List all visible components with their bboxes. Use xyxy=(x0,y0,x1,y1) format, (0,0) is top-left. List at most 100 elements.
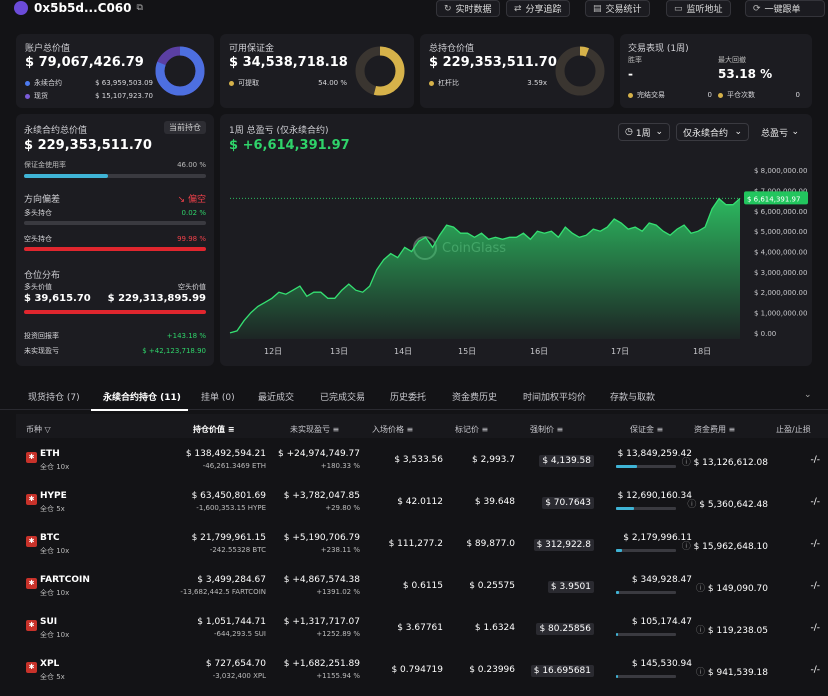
sort-icon: ≡ xyxy=(728,425,736,434)
active-tab-underline xyxy=(91,409,188,411)
period-select[interactable]: ◷ 1周 ⌄ xyxy=(618,123,670,141)
account-value: $ 79,067,426.79 xyxy=(25,55,144,70)
stats-icon: ▤ xyxy=(593,3,602,14)
leverage: 全仓 10x xyxy=(40,547,70,555)
tab-perp[interactable]: 永续合约持仓 (11) xyxy=(103,393,181,403)
col-funding[interactable]: 资金费用 ≡ xyxy=(694,424,735,435)
col-value[interactable]: 持仓价值 ≡ xyxy=(193,424,235,435)
margin: $ 13,849,259.42 xyxy=(617,449,692,459)
col-upnl[interactable]: 未实现盈亏 ≡ xyxy=(290,424,339,435)
entry-price: $ 3.67761 xyxy=(397,623,443,633)
y-tick-label: $ 1,000,000.00 xyxy=(754,310,807,318)
tab-funding-history[interactable]: 资金费历史 xyxy=(452,393,498,403)
liq-price: $ 16.695681 xyxy=(530,665,594,677)
scope-select[interactable]: 仅永续合约 ⌄ xyxy=(676,123,749,141)
table-row[interactable]: ✱ BTC 全仓 10x $ 21,799,961.15 -242.55328 BTC $… xyxy=(16,528,828,570)
refresh-icon: ↻ xyxy=(444,3,452,14)
tab-twap[interactable]: 时间加权平均价 xyxy=(523,393,587,403)
col-margin[interactable]: 保证金 ≡ xyxy=(630,424,663,435)
card-label: 可用保证金 xyxy=(229,44,275,54)
table-row[interactable]: ✱ HYPE 全仓 5x $ 63,450,801.69 -1,600,353.15 H… xyxy=(16,486,828,528)
direction-row: 方向偏差 ↘ 偏空 xyxy=(24,192,206,205)
close-dot xyxy=(718,92,723,98)
current-holdings-tag[interactable]: 当前持仓 xyxy=(164,121,206,134)
col-entry[interactable]: 入场价格 ≡ xyxy=(372,424,413,435)
watch-address-button[interactable]: ▭ 监听地址 xyxy=(666,0,731,17)
account-value-card: 账户总价值 $ 79,067,426.79 永续合约 $ 63,959,503.0… xyxy=(16,34,214,108)
margin-donut xyxy=(355,46,405,96)
table-row[interactable]: ✱ ETH 全仓 10x $ 138,492,594.21 -46,261.3469 E… xyxy=(16,444,828,486)
performance-card: 交易表现 (1周) 胜率 - 最大回撤 53.18 % 完结交易 0 平仓次数 0 xyxy=(620,34,812,108)
unrealized-pnl: $ +4,867,574.38 xyxy=(283,575,360,585)
coin-name: BTC xyxy=(40,533,60,543)
sort-icon: ≡ xyxy=(656,425,664,434)
clock-icon: ◷ xyxy=(625,127,633,137)
position-value: $ 727,654.70 xyxy=(205,659,266,669)
trade-stats-button[interactable]: ▤ 交易统计 xyxy=(585,0,650,17)
tp-sl: -/- xyxy=(810,581,820,591)
realtime-data-button[interactable]: ↻ 实时数据 xyxy=(436,0,500,17)
entry-price: $ 111,277.2 xyxy=(388,539,443,549)
account-donut-fill xyxy=(155,46,205,96)
margin-bar-fill xyxy=(616,675,619,678)
perp-row: 永续合约 $ 63,959,503.09 xyxy=(25,78,153,88)
collapse-chevron-icon[interactable]: ⌄ xyxy=(804,390,812,400)
funding-fee: ⓘ $ 119,238.05 xyxy=(696,623,768,636)
tab-recent-fills[interactable]: 最近成交 xyxy=(258,393,295,403)
tab-orders[interactable]: 挂单 (0) xyxy=(201,393,235,403)
info-icon: ⓘ xyxy=(687,500,700,510)
sort-icon: ≡ xyxy=(227,425,235,434)
position-value: $ 21,799,961.15 xyxy=(191,533,266,543)
position-qty: -242.55328 BTC xyxy=(209,546,266,554)
coin-name: ETH xyxy=(40,449,60,459)
mode-select[interactable]: 总盈亏 ⌄ xyxy=(755,123,805,141)
margin-bar xyxy=(616,549,676,552)
copy-trade-button[interactable]: ⟳ 一键跟单 xyxy=(745,0,825,17)
long-pct: 0.02 % xyxy=(181,209,206,217)
margin: $ 145,530.94 xyxy=(631,659,692,669)
unrealized-pct: +238.11 % xyxy=(320,546,360,554)
liq-price: $ 4,139.58 xyxy=(539,455,594,467)
col-tpsl: 止盈/止损 xyxy=(776,425,811,434)
spot-value: $ 15,107,923.70 xyxy=(95,92,153,100)
liq-price: $ 70.7643 xyxy=(542,497,594,509)
entry-price: $ 42.0112 xyxy=(397,497,443,507)
tab-completed[interactable]: 已完成交易 xyxy=(320,393,366,403)
funding-fee: ⓘ $ 941,539.18 xyxy=(696,665,768,678)
margin-bar xyxy=(616,507,676,510)
tab-spot[interactable]: 现货持仓 (7) xyxy=(28,393,80,403)
col-coin[interactable]: 币种 ▽ xyxy=(26,424,51,435)
margin-card: 可用保证金 $ 34,538,718.18 可提取 54.00 % xyxy=(220,34,414,108)
margin-donut-fill xyxy=(355,46,405,96)
leverage: 全仓 5x xyxy=(40,505,65,513)
leverage-label: 杠杆比 xyxy=(438,79,459,87)
position-qty: -1,600,353.15 HYPE xyxy=(196,504,266,512)
position-qty: -46,261.3469 ETH xyxy=(202,462,266,470)
wallet-address: 0x5b5d...C060 xyxy=(34,1,132,15)
spot-row: 现货 $ 15,107,923.70 xyxy=(25,91,153,101)
monitor-icon: ▭ xyxy=(674,3,683,14)
leverage-row: 杠杆比 3.59x xyxy=(429,78,547,88)
tab-order-history[interactable]: 历史委托 xyxy=(390,393,427,403)
table-row[interactable]: ✱ XPL 全仓 5x $ 727,654.70 -3,032,400 XPL $ +1,… xyxy=(16,654,828,696)
copy-icon[interactable]: ⧉ xyxy=(136,3,143,13)
tab-deposits[interactable]: 存款与取款 xyxy=(610,393,656,403)
long-label: 多头持仓 xyxy=(24,209,52,217)
margin-bar xyxy=(616,675,676,678)
sort-icon: ≡ xyxy=(406,425,414,434)
table-row[interactable]: ✱ FARTCOIN 全仓 10x $ 3,499,284.67 -13,682,442… xyxy=(16,570,828,612)
x-tick-label: 14日 xyxy=(394,347,412,356)
trend-down-icon: ↘ xyxy=(177,195,188,205)
col-liq[interactable]: 强制价 ≡ xyxy=(530,424,563,435)
tp-sl: -/- xyxy=(810,455,820,465)
share-track-button[interactable]: ⇄ 分享追踪 xyxy=(506,0,570,17)
table-row[interactable]: ✱ SUI 全仓 10x $ 1,051,744.71 -644,293.5 SUI $ … xyxy=(16,612,828,654)
chevron-down-icon: ⌄ xyxy=(791,127,799,137)
pnl-line xyxy=(229,197,741,334)
direction-value: ↘ 偏空 xyxy=(178,192,206,205)
col-mark[interactable]: 标记价 ≡ xyxy=(455,424,488,435)
x-tick-label: 17日 xyxy=(611,347,629,356)
funding-value: $ 15,962,648.10 xyxy=(693,542,768,552)
margin-usage-bar xyxy=(24,174,206,178)
y-tick-label: $ 6,000,000.00 xyxy=(754,208,807,216)
